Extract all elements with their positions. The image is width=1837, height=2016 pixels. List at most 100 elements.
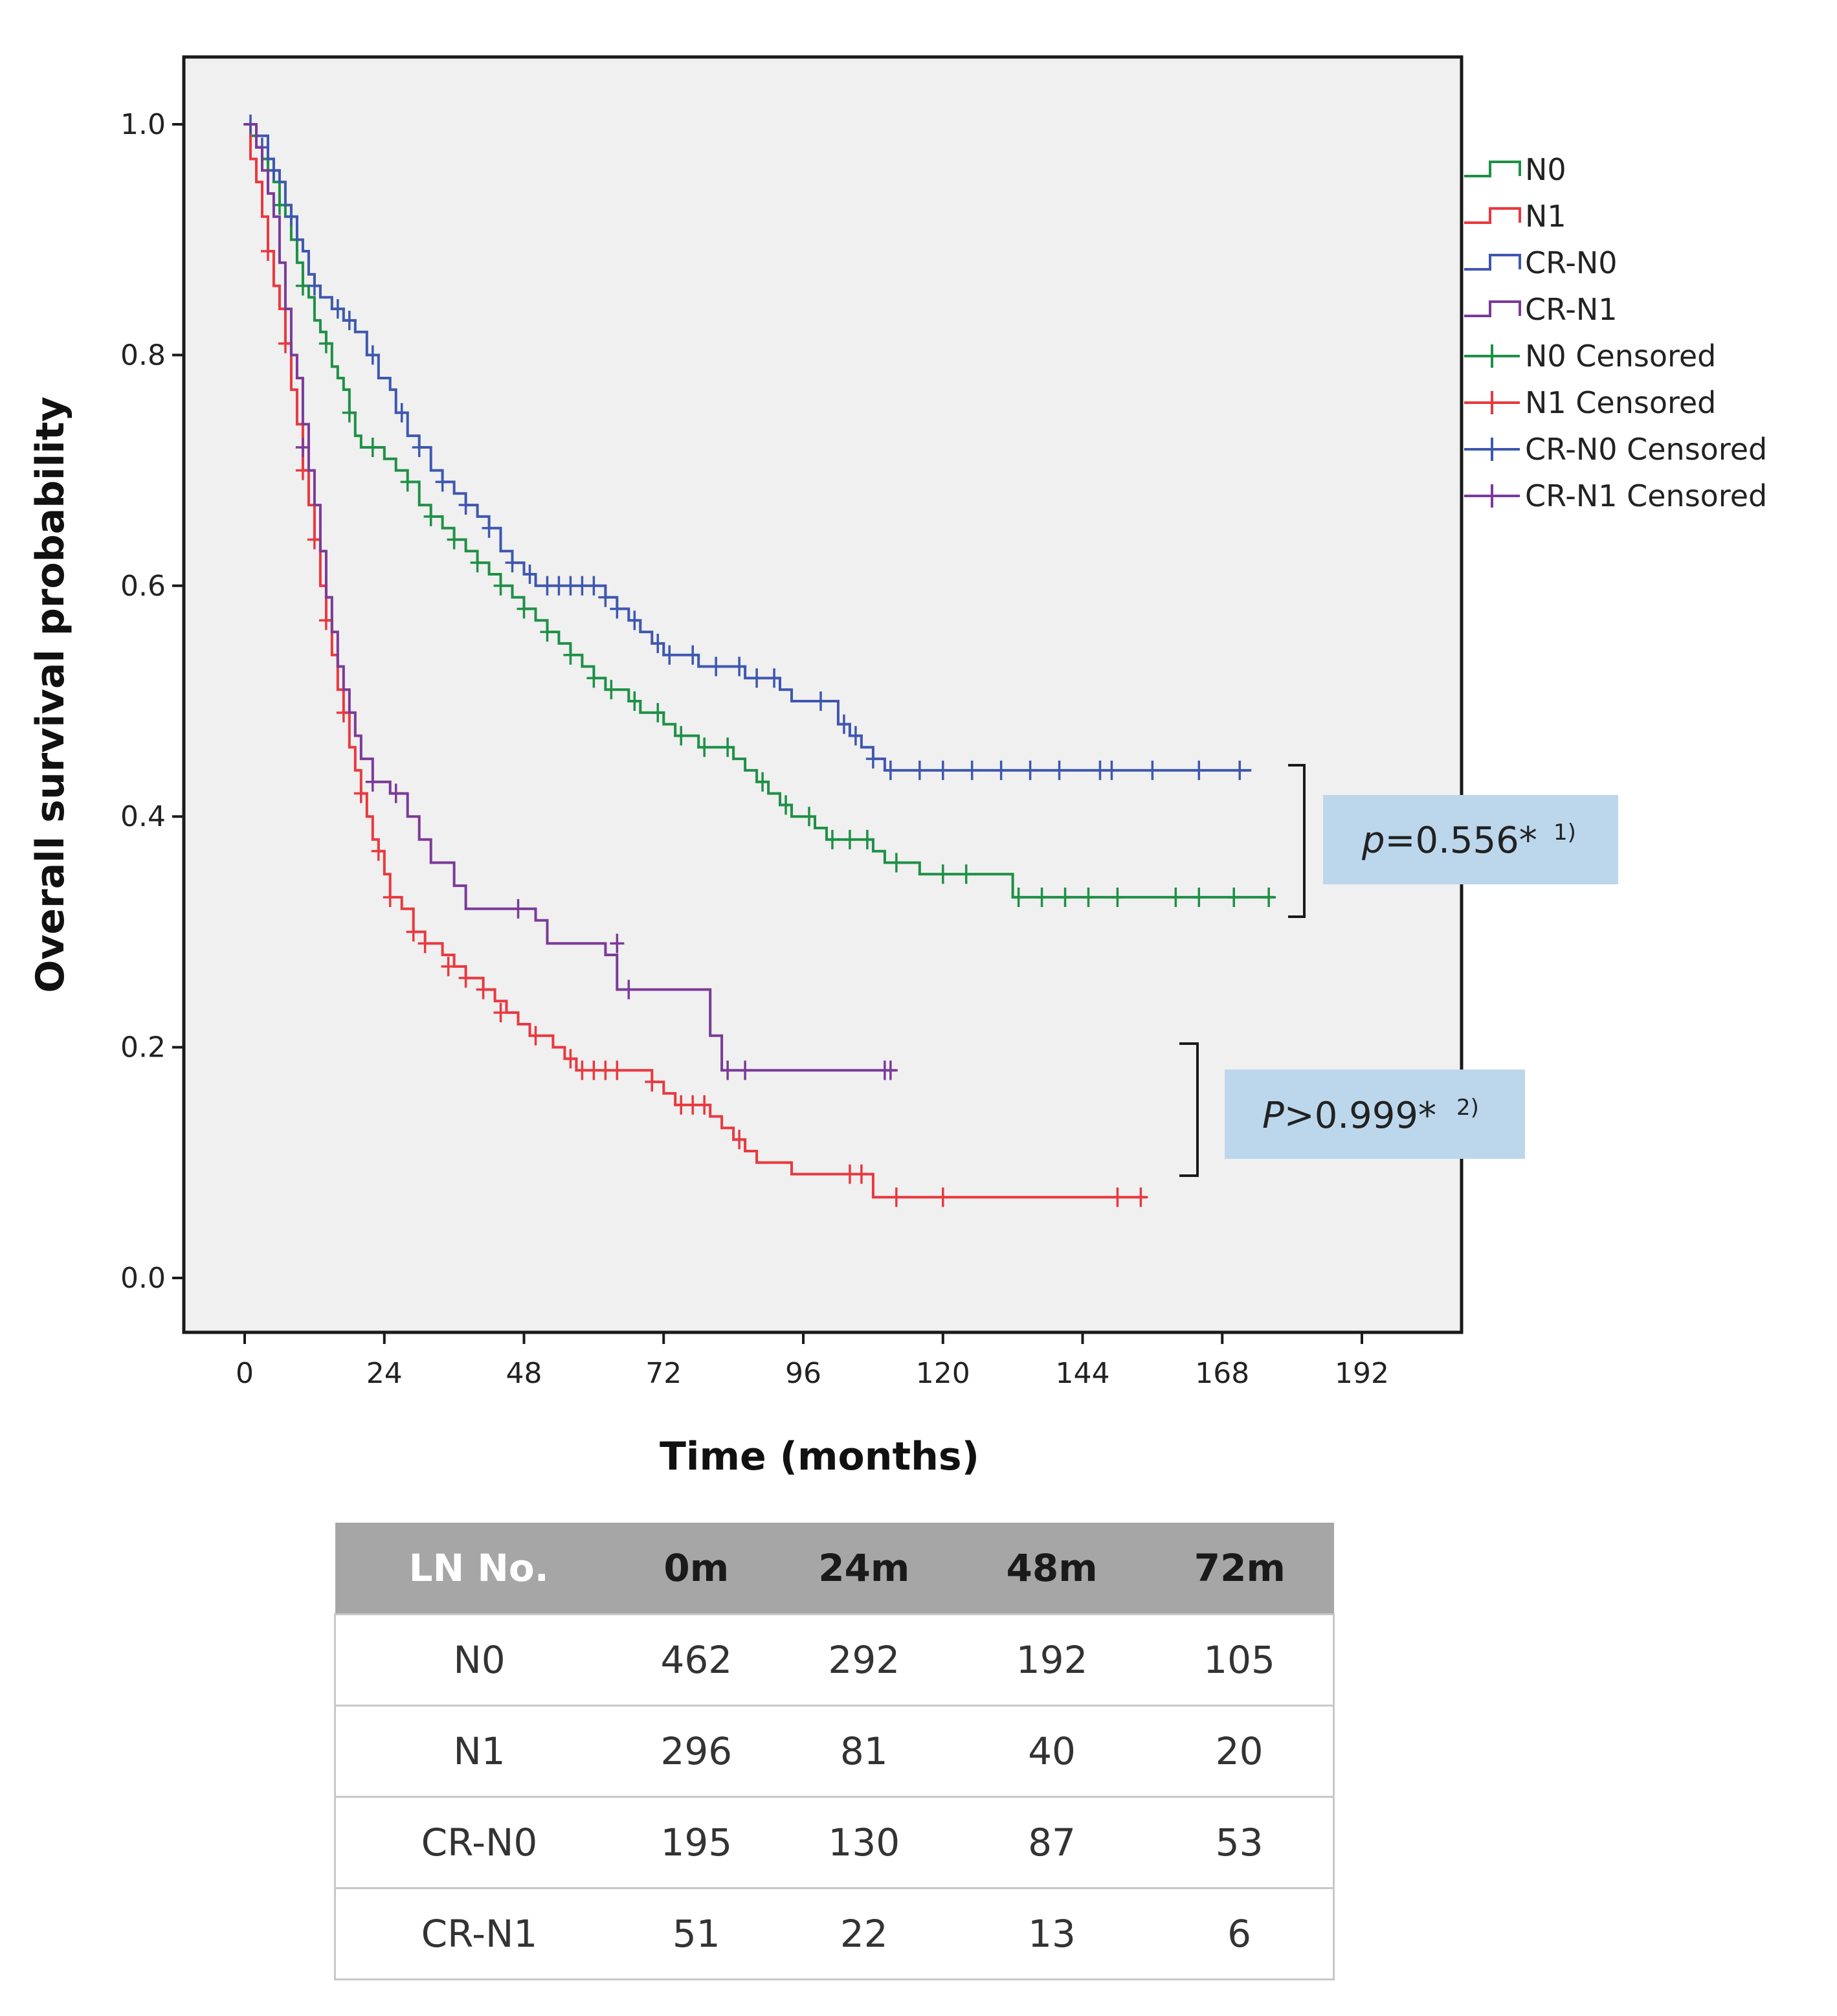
- censor-mark-n0: [627, 691, 642, 711]
- x-axis: 0 24 48 72 96 120 144 168 192: [236, 1332, 1389, 1390]
- censor-mark-cr-n0: [935, 760, 950, 780]
- table-cell: 81: [770, 1705, 958, 1797]
- header-48m: 48m: [957, 1523, 1146, 1615]
- censor-mark-n0: [889, 853, 904, 873]
- censor-mark-cr-n0: [586, 576, 601, 596]
- censor-mark-n0: [720, 737, 735, 757]
- censor-mark-cr-n0: [307, 276, 322, 296]
- censor-mark-cr-n0: [1023, 760, 1038, 780]
- censor-mark-cr-n0: [709, 656, 724, 677]
- p-value-note-top: 1): [1553, 820, 1576, 846]
- censor-mark-cr-n1: [511, 899, 526, 919]
- legend-label-cr-n0-censored: CR-N0 Censored: [1525, 432, 1767, 467]
- censor-mark-n0: [540, 622, 555, 642]
- censor-mark-n1: [1133, 1187, 1148, 1207]
- x-tick-label: 168: [1195, 1357, 1249, 1390]
- censor-mark-cr-n1: [610, 934, 625, 954]
- censor-mark-cr-n1: [388, 783, 403, 803]
- censor-mark-cr-n0: [865, 749, 880, 769]
- x-tick-label: 72: [645, 1357, 682, 1390]
- censor-mark-n0: [779, 795, 794, 815]
- censor-mark-n0: [1081, 887, 1096, 907]
- censor-mark-n0: [563, 645, 578, 665]
- header-24m: 24m: [770, 1523, 958, 1615]
- censor-mark-n1: [371, 841, 386, 861]
- censor-mark-cr-n1: [621, 980, 636, 1000]
- censor-mark-n0: [586, 668, 601, 688]
- table-cell: 13: [957, 1887, 1146, 1980]
- table-cell: 462: [622, 1613, 770, 1706]
- censor-mark-n1: [889, 1187, 904, 1207]
- y-tick-label: 0.6: [120, 570, 166, 603]
- legend-label-cr-n1: CR-N1: [1525, 292, 1618, 327]
- p-value-bottom: >0.999*: [1284, 1095, 1436, 1137]
- censor-mark-cr-n0: [912, 760, 927, 780]
- table-cell: 51: [622, 1887, 770, 1980]
- censor-mark-cr-n0: [1232, 760, 1247, 780]
- header-72m: 72m: [1146, 1523, 1334, 1615]
- row-label: N1: [333, 1705, 623, 1797]
- x-tick-label: 0: [236, 1357, 254, 1390]
- header-ln-no: LN No.: [335, 1523, 623, 1615]
- kaplan-meier-chart: 0.0 0.2 0.4 0.6 0.8 1.0 0 24 48 72 96 120 144 168 192…: [28, 55, 1767, 1479]
- table-cell: 195: [622, 1796, 770, 1888]
- censor-mark-n1: [610, 1060, 625, 1081]
- censor-mark-cr-n0: [610, 599, 625, 619]
- row-label: CR-N0: [333, 1796, 623, 1888]
- censor-mark-n1: [441, 956, 456, 976]
- header-0m: 0m: [622, 1523, 770, 1615]
- bracket-bottom: [1179, 1042, 1199, 1177]
- censor-mark-n0: [801, 807, 816, 827]
- censor-mark-n0: [342, 403, 357, 423]
- table-row: N0 462 292 192 105: [333, 1613, 1335, 1706]
- censor-mark-n1: [732, 1130, 747, 1150]
- censor-mark-cr-n0: [836, 714, 851, 734]
- censor-mark-n1: [645, 1072, 660, 1092]
- censor-mark-n1: [476, 980, 491, 1000]
- table-cell: 87: [957, 1796, 1146, 1888]
- censor-mark-n1: [383, 887, 397, 907]
- y-tick-label: 0.0: [120, 1262, 166, 1295]
- censor-mark-cr-n1: [365, 772, 380, 792]
- censor-mark-n1: [697, 1095, 712, 1115]
- censor-mark-cr-n0: [284, 207, 298, 227]
- censor-mark-n0: [674, 726, 689, 746]
- censor-mark-n1: [260, 241, 275, 262]
- censor-mark-n0: [400, 472, 415, 492]
- censor-mark-n0: [755, 772, 770, 792]
- censor-mark-cr-n0: [330, 299, 345, 319]
- table-cell: 6: [1146, 1887, 1335, 1980]
- censor-mark-cr-n0: [522, 564, 537, 584]
- censor-mark-cr-n0: [651, 633, 665, 653]
- y-tick-label: 1.0: [120, 108, 166, 141]
- legend-swatch-cr-n1: [1464, 300, 1521, 317]
- y-tick-label: 0.4: [120, 800, 166, 833]
- censor-mark-cr-n0: [813, 691, 828, 711]
- x-tick-label: 192: [1335, 1357, 1389, 1390]
- censor-mark-n0: [1058, 887, 1073, 907]
- censor-mark-cr-n0: [627, 610, 642, 631]
- p-value-prefix-bottom: P: [1262, 1095, 1284, 1137]
- p-value-box-bottom: P>0.999* 2): [1225, 1070, 1525, 1159]
- censor-mark-cr-n1: [883, 1060, 898, 1081]
- table-cell: 22: [770, 1887, 958, 1980]
- censor-mark-n0: [935, 864, 950, 884]
- censor-mark-n0: [1168, 887, 1183, 907]
- censor-mark-cr-n0: [848, 726, 863, 746]
- censor-mark-n0: [1262, 887, 1276, 907]
- censor-mark-n1: [563, 1049, 578, 1069]
- censor-mark-cr-n0: [732, 656, 747, 677]
- censor-mark-cr-n0: [767, 668, 782, 688]
- y-axis: 0.0 0.2 0.4 0.6 0.8 1.0: [120, 108, 184, 1295]
- censor-mark-cr-n0: [394, 403, 409, 423]
- legend-label-n0: N0: [1525, 152, 1566, 187]
- x-axis-title: Time (months): [660, 1434, 979, 1479]
- censor-mark-cr-n0: [365, 345, 380, 365]
- censor-mark-cr-n0: [750, 668, 764, 688]
- censor-mark-n1: [1110, 1187, 1125, 1207]
- risk-table: LN No. 0m 24m 48m 72m N0 462 292 192 105…: [333, 1523, 1335, 1980]
- x-tick-label: 24: [366, 1357, 403, 1390]
- censor-mark-cr-n0: [994, 760, 1008, 780]
- censor-mark-cr-n0: [505, 553, 520, 573]
- row-label: CR-N1: [333, 1887, 623, 1980]
